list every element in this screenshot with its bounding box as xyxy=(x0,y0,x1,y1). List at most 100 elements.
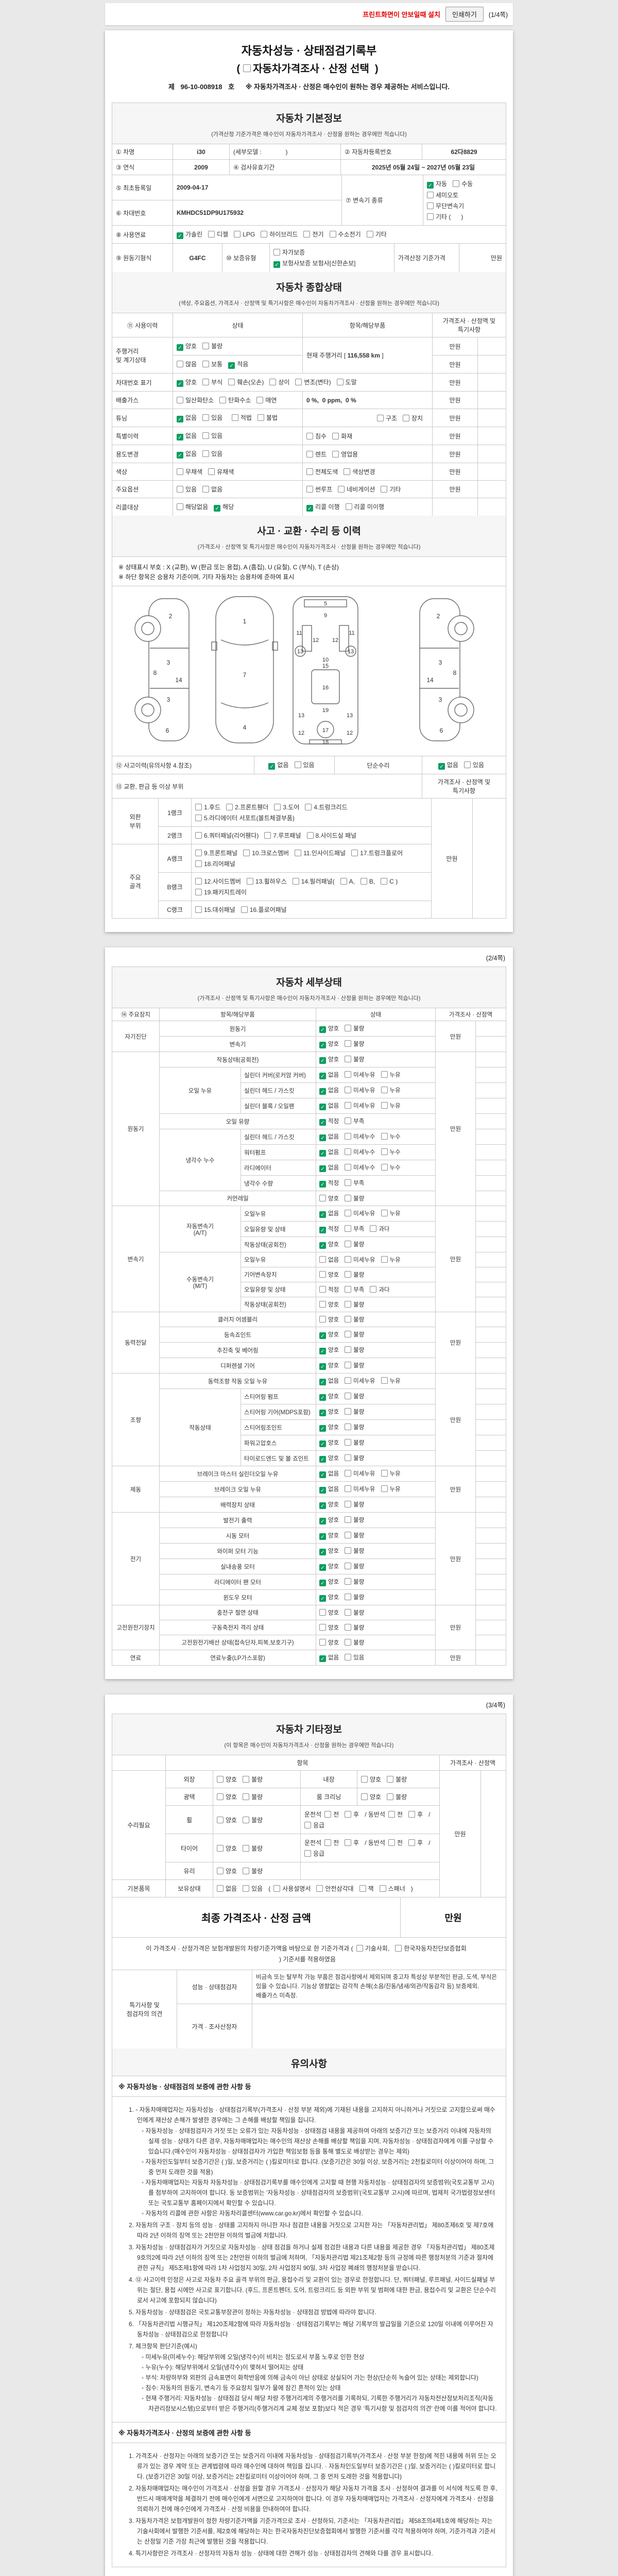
checkbox-unchecked[interactable] xyxy=(243,1868,250,1874)
checkbox-unchecked[interactable] xyxy=(195,860,202,867)
checkbox-unchecked[interactable] xyxy=(231,414,238,421)
checkbox-unchecked[interactable] xyxy=(345,1377,352,1384)
checkbox-unchecked[interactable] xyxy=(366,231,373,238)
install-notice-link[interactable]: 프린트화면이 안보일때 설치 xyxy=(363,11,440,19)
checkbox-unchecked[interactable] xyxy=(345,1408,352,1415)
checkbox-unchecked[interactable] xyxy=(305,804,312,810)
checkbox-unchecked[interactable] xyxy=(202,361,210,367)
checkbox-unchecked[interactable] xyxy=(345,1563,352,1569)
checkbox-checked[interactable]: ✓ xyxy=(319,1165,326,1172)
checkbox-unchecked[interactable] xyxy=(273,1885,281,1892)
checkbox-unchecked[interactable] xyxy=(345,1516,352,1523)
checkbox-unchecked[interactable] xyxy=(453,180,460,187)
checkbox-checked[interactable]: ✓ xyxy=(319,1088,326,1095)
checkbox-unchecked[interactable] xyxy=(345,1164,352,1171)
print-button[interactable]: 인쇄하기 xyxy=(445,7,484,22)
checkbox-unchecked[interactable] xyxy=(381,1256,388,1263)
checkbox-unchecked[interactable] xyxy=(319,1609,326,1616)
checkbox-unchecked[interactable] xyxy=(202,450,210,457)
checkbox-unchecked[interactable] xyxy=(345,1532,352,1538)
checkbox-unchecked[interactable] xyxy=(243,1816,250,1823)
checkbox-checked[interactable]: ✓ xyxy=(228,362,235,369)
checkbox-checked[interactable]: ✓ xyxy=(427,182,434,189)
checkbox-unchecked[interactable] xyxy=(345,1241,352,1247)
checkbox-unchecked[interactable] xyxy=(292,878,299,885)
checkbox-unchecked[interactable] xyxy=(345,1071,352,1078)
checkbox-unchecked[interactable] xyxy=(177,486,183,493)
checkbox-checked[interactable]: ✓ xyxy=(177,434,183,440)
checkbox-unchecked[interactable] xyxy=(387,1776,394,1783)
checkbox-unchecked[interactable] xyxy=(177,468,183,475)
checkbox-checked[interactable]: ✓ xyxy=(306,505,313,512)
checkbox-unchecked[interactable] xyxy=(345,1439,352,1446)
checkbox-unchecked[interactable] xyxy=(269,379,277,385)
checkbox-unchecked[interactable] xyxy=(387,1793,394,1800)
checkbox-unchecked[interactable] xyxy=(345,1301,352,1308)
checkbox-unchecked[interactable] xyxy=(202,343,210,349)
checkbox-unchecked[interactable] xyxy=(243,1844,250,1852)
checkbox-unchecked[interactable] xyxy=(345,1624,352,1631)
checkbox-unchecked[interactable] xyxy=(306,450,313,457)
checkbox-unchecked[interactable] xyxy=(243,850,250,856)
checkbox-checked[interactable]: ✓ xyxy=(319,1181,326,1188)
checkbox-unchecked[interactable] xyxy=(202,486,210,493)
checkbox-unchecked[interactable] xyxy=(361,1776,368,1783)
checkbox-checked[interactable]: ✓ xyxy=(319,1379,326,1385)
checkbox-unchecked[interactable] xyxy=(427,213,434,220)
checkbox-unchecked[interactable] xyxy=(306,432,313,439)
checkbox-checked[interactable]: ✓ xyxy=(319,1549,326,1555)
checkbox-unchecked[interactable] xyxy=(464,761,471,768)
checkbox-unchecked[interactable] xyxy=(217,1885,224,1892)
checkbox-unchecked[interactable] xyxy=(202,432,210,439)
checkbox-unchecked[interactable] xyxy=(319,1639,326,1646)
checkbox-unchecked[interactable] xyxy=(177,397,183,403)
checkbox-checked[interactable]: ✓ xyxy=(319,1073,326,1079)
checkbox-unchecked[interactable] xyxy=(345,1056,352,1062)
checkbox-checked[interactable]: ✓ xyxy=(177,344,183,351)
checkbox-checked[interactable]: ✓ xyxy=(319,1227,326,1233)
checkbox-unchecked[interactable] xyxy=(217,1793,224,1800)
checkbox-unchecked[interactable] xyxy=(319,1316,326,1323)
checkbox-unchecked[interactable] xyxy=(316,1885,323,1892)
checkbox-unchecked[interactable] xyxy=(345,1547,352,1554)
checkbox-unchecked[interactable] xyxy=(381,486,388,493)
checkbox-unchecked[interactable] xyxy=(356,1945,363,1952)
checkbox-unchecked[interactable] xyxy=(345,1025,352,1031)
checkbox-unchecked[interactable] xyxy=(345,1609,352,1616)
checkbox-unchecked[interactable] xyxy=(234,231,241,238)
checkbox-checked[interactable]: ✓ xyxy=(319,1134,326,1141)
checkbox-checked[interactable]: ✓ xyxy=(177,232,183,239)
checkbox-unchecked[interactable] xyxy=(345,503,352,510)
checkbox-unchecked[interactable] xyxy=(304,1850,311,1857)
checkbox-unchecked[interactable] xyxy=(345,1485,352,1492)
checkbox-checked[interactable]: ✓ xyxy=(319,1119,326,1126)
checkbox-unchecked[interactable] xyxy=(345,1087,352,1093)
checkbox-unchecked[interactable] xyxy=(243,1885,250,1892)
checkbox-unchecked[interactable] xyxy=(360,878,367,885)
checkbox-unchecked[interactable] xyxy=(243,1793,250,1800)
checkbox-unchecked[interactable] xyxy=(379,1885,386,1892)
checkbox-unchecked[interactable] xyxy=(381,1071,388,1078)
checkbox-checked[interactable]: ✓ xyxy=(319,1440,326,1447)
checkbox-unchecked[interactable] xyxy=(345,1256,352,1263)
checkbox-unchecked[interactable] xyxy=(295,379,302,385)
checkbox-unchecked[interactable] xyxy=(195,815,202,821)
checkbox-unchecked[interactable] xyxy=(345,1133,352,1140)
checkbox-unchecked[interactable] xyxy=(381,1470,388,1477)
checkbox-unchecked[interactable] xyxy=(319,1271,326,1278)
checkbox-checked[interactable]: ✓ xyxy=(319,1042,326,1048)
checkbox-unchecked[interactable] xyxy=(388,1839,396,1846)
checkbox-unchecked[interactable] xyxy=(329,231,336,238)
checkbox-unchecked[interactable] xyxy=(381,1102,388,1109)
checkbox-unchecked[interactable] xyxy=(388,1811,396,1818)
checkbox-checked[interactable]: ✓ xyxy=(319,1487,326,1494)
checkbox-unchecked[interactable] xyxy=(345,1654,352,1660)
checkbox-checked[interactable]: ✓ xyxy=(319,1655,326,1662)
checkbox-unchecked[interactable] xyxy=(351,850,358,856)
checkbox-checked[interactable]: ✓ xyxy=(319,1456,326,1463)
checkbox-checked[interactable]: ✓ xyxy=(319,1348,326,1354)
checkbox-unchecked[interactable] xyxy=(345,1639,352,1646)
checkbox-checked[interactable]: ✓ xyxy=(319,1471,326,1478)
checkbox-unchecked[interactable] xyxy=(195,878,202,885)
checkbox-unchecked[interactable] xyxy=(324,1839,332,1846)
